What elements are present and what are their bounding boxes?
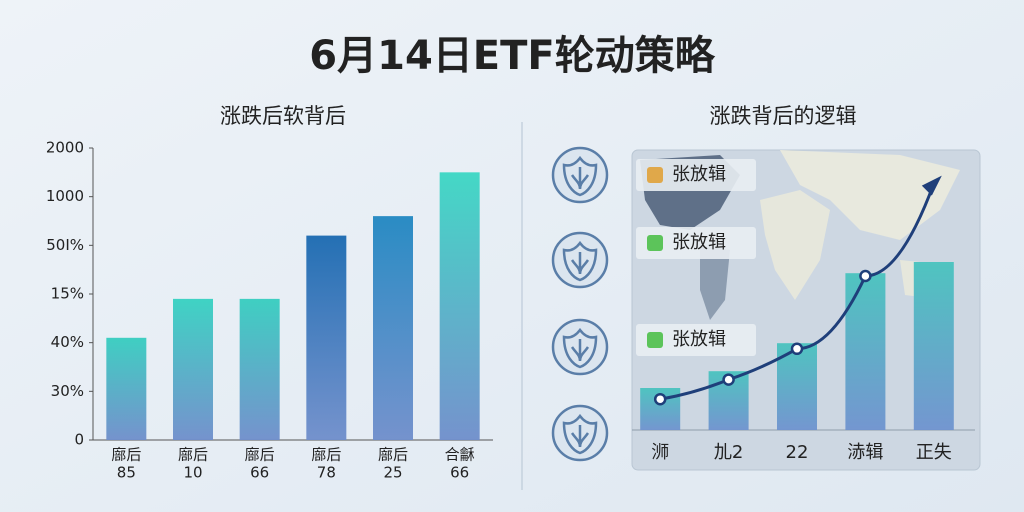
legend-label: 张放辑	[672, 329, 726, 350]
x-tick-label: 浾辑	[847, 442, 883, 463]
x-tick-label: 廍后	[245, 446, 275, 464]
x-tick-label: 66	[250, 464, 269, 482]
marker	[859, 269, 872, 283]
x-tick-label: 廍后	[178, 446, 208, 464]
bar	[239, 298, 280, 440]
bar	[373, 216, 413, 440]
x-tick-label: 25	[383, 464, 402, 482]
x-tick-label: 廍后	[311, 446, 341, 464]
y-tick-label: 0	[74, 431, 84, 449]
left-chart-title: 涨跌后软背后	[220, 104, 346, 128]
legend-tag: 张放辑	[636, 159, 756, 191]
bar	[845, 273, 886, 430]
y-tick-label: 1000	[46, 187, 84, 205]
x-tick-label: 劜2	[714, 442, 743, 463]
legend-label: 张放辑	[672, 164, 726, 185]
y-tick-label: 50I%	[46, 236, 84, 254]
marker	[653, 392, 667, 406]
x-tick-label: 22	[786, 442, 809, 463]
bar	[439, 172, 480, 441]
bar	[913, 262, 954, 430]
legend-icon	[647, 332, 663, 348]
right-chart-title: 涨跌背后的逻辑	[710, 104, 857, 128]
legend-box	[636, 324, 756, 356]
legend-tag: 张放辑	[636, 227, 756, 259]
y-tick-label: 2000	[46, 139, 84, 157]
x-tick-label: 浉	[651, 442, 669, 463]
line	[658, 182, 936, 401]
legend-icon	[647, 167, 663, 183]
legend-box	[636, 159, 756, 191]
y-tick-label: 15%	[51, 285, 84, 303]
x-tick-label: 廍后	[111, 446, 141, 464]
marker	[790, 342, 804, 356]
x-tick-label: 78	[317, 464, 336, 482]
x-tick-label: 66	[450, 464, 469, 482]
x-tick-label: 85	[117, 464, 136, 482]
legend-icon	[647, 235, 663, 251]
page-title: 6月14日ETF轮动策略	[309, 33, 715, 79]
x-tick-label: 10	[183, 464, 202, 482]
x-tick-label: 合龢	[445, 446, 475, 464]
arrow-head	[921, 175, 942, 196]
y-tick-label: 30%	[51, 382, 84, 400]
legend-box	[636, 227, 756, 259]
icons	[551, 146, 609, 462]
bar	[306, 235, 347, 440]
bar	[173, 298, 213, 440]
legend-label: 张放辑	[672, 232, 726, 253]
legend-tag: 张放辑	[636, 324, 756, 356]
y-tick-label: 40%	[51, 333, 84, 351]
bar	[106, 337, 147, 440]
x-tick-label: 正失	[916, 442, 952, 463]
x-tick-label: 廍后	[378, 446, 408, 464]
marker	[722, 373, 735, 386]
